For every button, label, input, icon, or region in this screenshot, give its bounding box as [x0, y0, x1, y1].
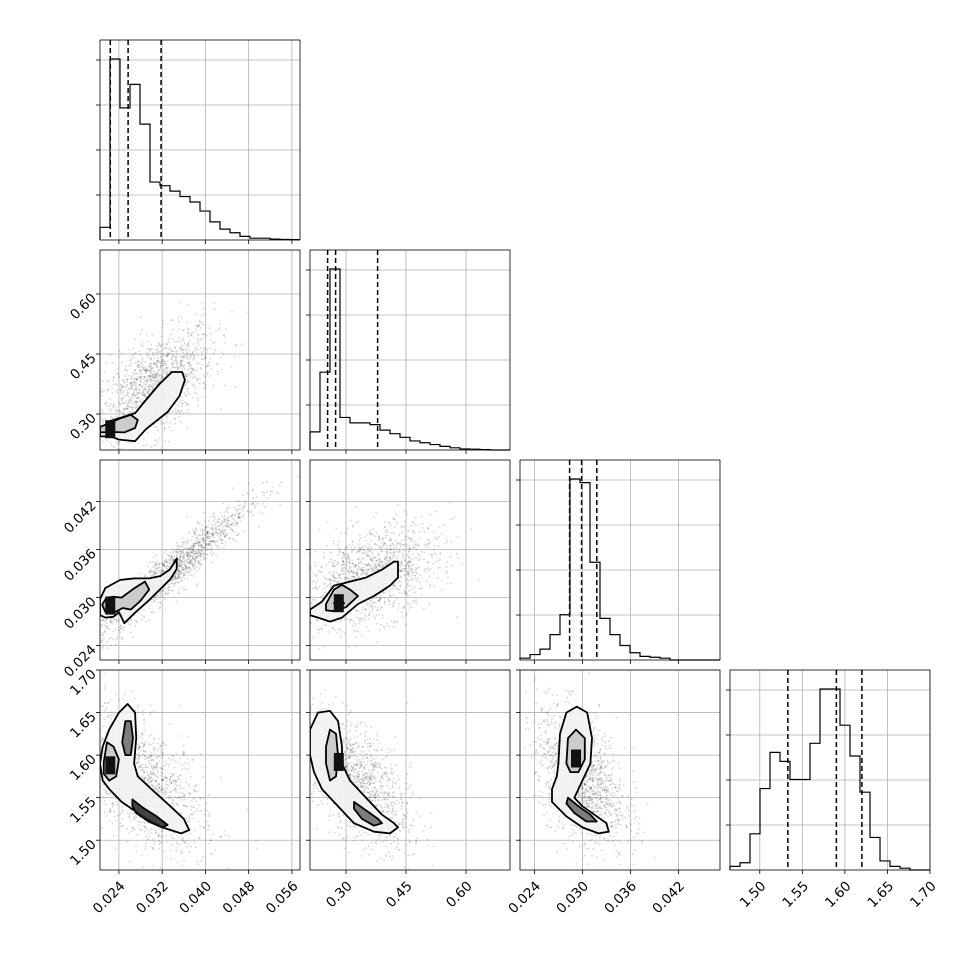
x-tick-label: 0.032	[133, 878, 172, 917]
panel-frame	[309, 459, 511, 661]
panel-frame	[99, 669, 301, 871]
peak-density-cell	[571, 749, 581, 768]
x-tick-label: 0.024	[90, 878, 129, 917]
panel-frame	[99, 459, 301, 661]
sample-points	[310, 501, 480, 650]
y-tick-label: 0.030	[61, 594, 100, 633]
panel-frame	[309, 249, 511, 451]
histogram-panel-0	[96, 39, 301, 244]
sample-points	[310, 689, 435, 870]
x-tick-label: 0.040	[176, 878, 215, 917]
panel-frame	[309, 669, 511, 871]
x-tick-label: 1.70	[907, 878, 940, 911]
histogram-step	[99, 58, 300, 241]
y-tick-label: 0.30	[67, 410, 100, 443]
x-tick-label: 1.60	[822, 878, 855, 911]
y-tick-label: 0.036	[61, 546, 100, 585]
histogram-panel-3: 1.50 1.55 1.60 1.65 1.70	[726, 669, 940, 911]
scatter-panel-1-0: 0.30 0.45 0.60	[67, 249, 301, 454]
histogram-panel-1	[306, 249, 511, 454]
x-tick-label: 0.60	[443, 878, 476, 911]
peak-density-cell	[333, 752, 344, 771]
y-tick-label: 1.50	[67, 837, 100, 870]
x-tick-label: 0.030	[553, 878, 592, 917]
peak-density-cell	[105, 596, 116, 615]
panel-frame	[99, 39, 301, 241]
density-contour	[353, 801, 383, 827]
panel-frame	[729, 669, 931, 871]
scatter-panel-3-1: 0.30 0.45 0.60	[306, 669, 511, 911]
panel-frame	[99, 249, 301, 451]
density-contour	[131, 798, 169, 829]
scatter-panel-2-1	[306, 459, 511, 664]
x-tick-label: 0.048	[220, 878, 259, 917]
x-tick-label: 1.65	[865, 878, 898, 911]
density-contour	[565, 796, 598, 823]
y-tick-label: 1.60	[67, 751, 100, 784]
y-tick-label: 0.45	[67, 350, 100, 383]
histogram-step	[519, 478, 720, 661]
x-tick-label: 1.55	[779, 878, 812, 911]
x-tick-label: 1.50	[737, 878, 770, 911]
panel-frame	[519, 459, 721, 661]
density-contour	[121, 720, 134, 756]
peak-density-cell	[105, 756, 116, 775]
histogram-panel-2	[516, 459, 721, 664]
peak-density-cell	[105, 420, 116, 439]
x-tick-label: 0.042	[649, 878, 688, 917]
histogram-step	[309, 268, 510, 451]
y-tick-label: 1.65	[67, 709, 100, 742]
y-tick-label: 0.60	[67, 290, 100, 323]
x-tick-label: 0.45	[383, 878, 416, 911]
panel-frame	[519, 669, 721, 871]
x-tick-label: 0.30	[323, 878, 356, 911]
sample-points	[100, 301, 249, 450]
scatter-panel-3-0: 0.024 0.032 0.040 0.048 0.056 1.50 1.55 1.60 1.6…	[67, 666, 302, 917]
x-tick-label: 0.056	[263, 878, 302, 917]
x-tick-label: 0.024	[505, 878, 544, 917]
scatter-panel-3-2: 0.024 0.030 0.036 0.042	[505, 669, 721, 917]
peak-density-cell	[333, 594, 344, 613]
histogram-step	[729, 688, 930, 871]
y-tick-label: 1.55	[67, 794, 100, 827]
x-tick-label: 0.036	[601, 878, 640, 917]
y-tick-label: 0.042	[61, 498, 100, 537]
